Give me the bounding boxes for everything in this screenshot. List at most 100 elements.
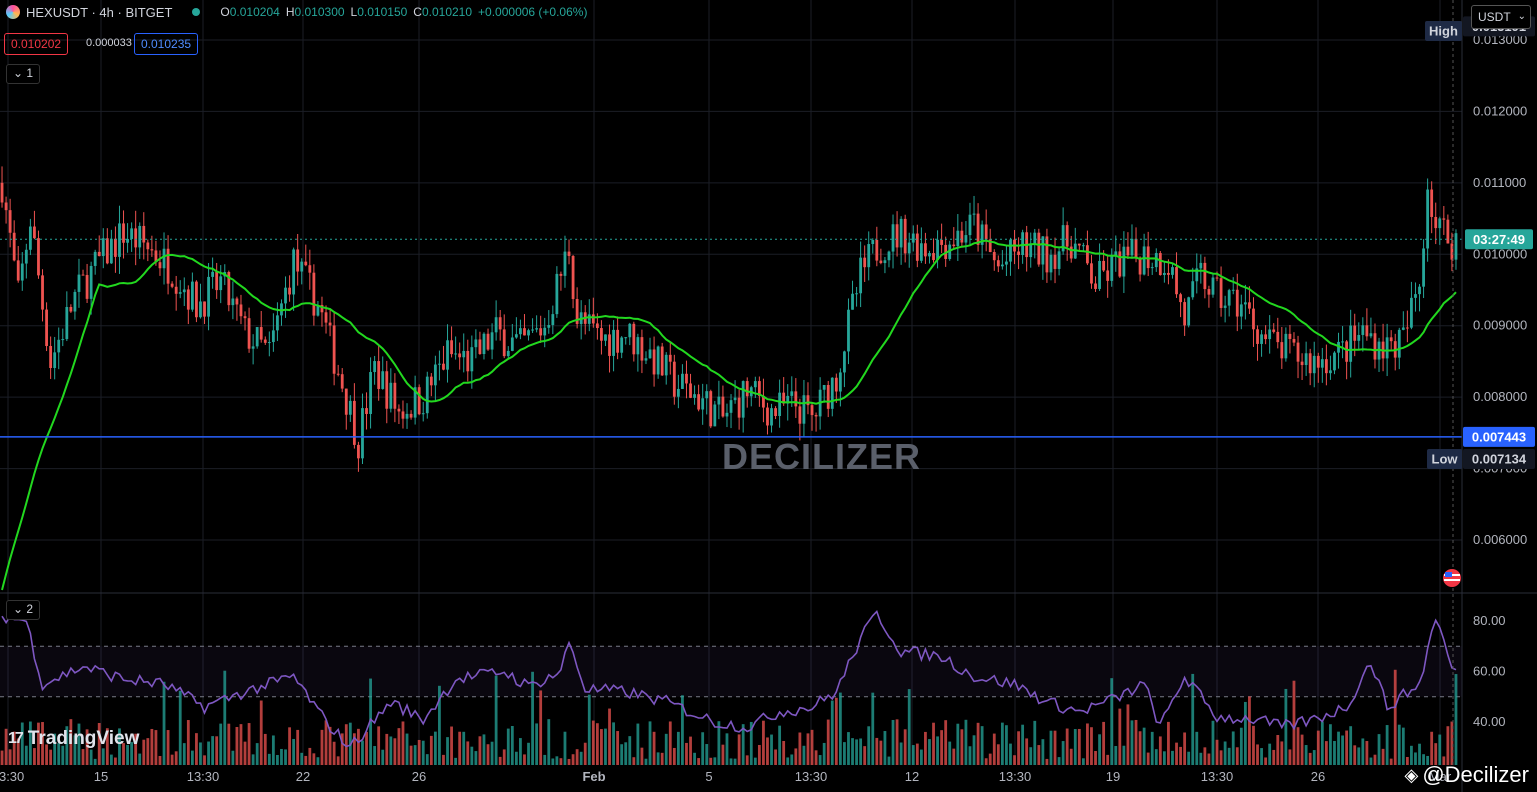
price-axis[interactable]: 0.0130000.0120000.0110000.0100000.009000… [1473,32,1527,547]
candle-body [344,388,348,415]
candle-body [8,210,12,233]
candle-body [883,260,887,264]
volume-bar [332,741,336,765]
candle-body [1345,341,1349,362]
volume-bar [389,736,393,765]
candle-body [911,233,915,243]
candle-body [1292,338,1296,343]
candle-body [1304,353,1308,366]
candle-body [790,391,794,396]
volume-bar [1098,734,1101,765]
candle-body [114,238,117,257]
candle-body [1333,352,1336,371]
candle-body [292,249,296,295]
candle-body [810,405,814,416]
candle-body [1211,277,1215,295]
ask-price-button[interactable]: 0.010235 [134,33,199,55]
candle-body [300,261,304,272]
candle-body [685,373,688,384]
volume-bar [45,744,48,765]
volume-bar [725,733,729,765]
candle-body [1414,294,1417,298]
volume-bar [895,719,899,765]
rsi-legend-toggle[interactable]: ⌄ 2 [6,600,41,620]
candle-body [166,248,170,284]
volume-bar [911,745,915,765]
candle-body [154,250,158,263]
volume-bar [1296,727,1300,765]
volume-bar [1288,749,1292,765]
volume-bar [425,754,429,765]
volume-bar [681,695,684,765]
candle-body [871,239,875,245]
volume-bar [608,708,611,765]
volume-bar [1365,741,1369,765]
volume-bar [498,756,502,765]
volume-bar [1041,739,1045,765]
volume-bar [328,726,332,765]
main-legend-toggle[interactable]: ⌄ 1 [6,64,41,84]
volume-bar [676,731,680,765]
market-status-icon[interactable] [192,8,201,16]
low-value: 0.010150 [357,5,408,19]
hline-value-badge-bg [1463,426,1535,447]
candle-body [215,271,219,291]
volume-bar [737,734,741,765]
candle-body [89,265,93,299]
candle-body [255,327,259,347]
candle-body [454,353,458,355]
volume-bar [948,741,952,765]
volume-bar [300,752,304,765]
high-label-badge: High [1429,24,1458,39]
candle-body [972,213,976,215]
volume-bar [988,753,992,765]
volume-bar [247,723,251,765]
volume-bar [778,725,782,765]
candle-body [1150,267,1154,269]
candle-body [284,287,287,304]
candle-body [1373,333,1377,360]
volume-bar [235,726,239,765]
volume-bar [53,733,57,765]
volume-bar [826,719,830,765]
volume-bar [1175,742,1178,765]
candle-body [1126,246,1130,256]
currency-unit-dropdown[interactable]: USDT ⌄ [1471,5,1531,29]
candle-body [1081,245,1085,247]
volume-bar [409,745,413,765]
volume-bar [1418,743,1421,765]
volume-bar [450,726,453,765]
symbol-label[interactable]: HEXUSDT · 4h · BITGET [26,4,173,20]
volume-bar [1203,747,1207,765]
candle-body [859,257,863,294]
candle-body [389,382,393,409]
rsi-band [0,645,1462,698]
candle-body [37,238,40,276]
volume-bar [600,729,603,765]
candle-body [1118,251,1122,277]
volume-bar [1450,721,1454,765]
time-axis[interactable]: 13:30 15 13:30 22 26 Feb 5 13:30 12 13:30 19 13:30 2… [0,769,1452,784]
us-flag-icon[interactable] [1443,569,1461,587]
volume-bar [470,746,474,765]
tradingview-logo[interactable]: 17 TradingView [8,728,139,750]
candle-body [940,239,944,245]
volume-bar [170,754,174,765]
candle-body [1158,253,1162,276]
volume-bar [640,747,644,765]
volume-bar [1223,741,1227,765]
candle-body [519,328,522,335]
volume-bar [69,719,73,765]
candle-body [830,377,834,409]
bid-price-button[interactable]: 0.010202 [4,33,69,55]
volume-bar [567,758,571,765]
time-tick-label: 5 [705,769,712,784]
volume-bar [891,719,895,765]
volume-bar [1397,724,1401,765]
volume-bar [369,678,372,765]
volume-bar [280,748,283,765]
candle-body [762,395,765,408]
candle-body [644,358,648,361]
